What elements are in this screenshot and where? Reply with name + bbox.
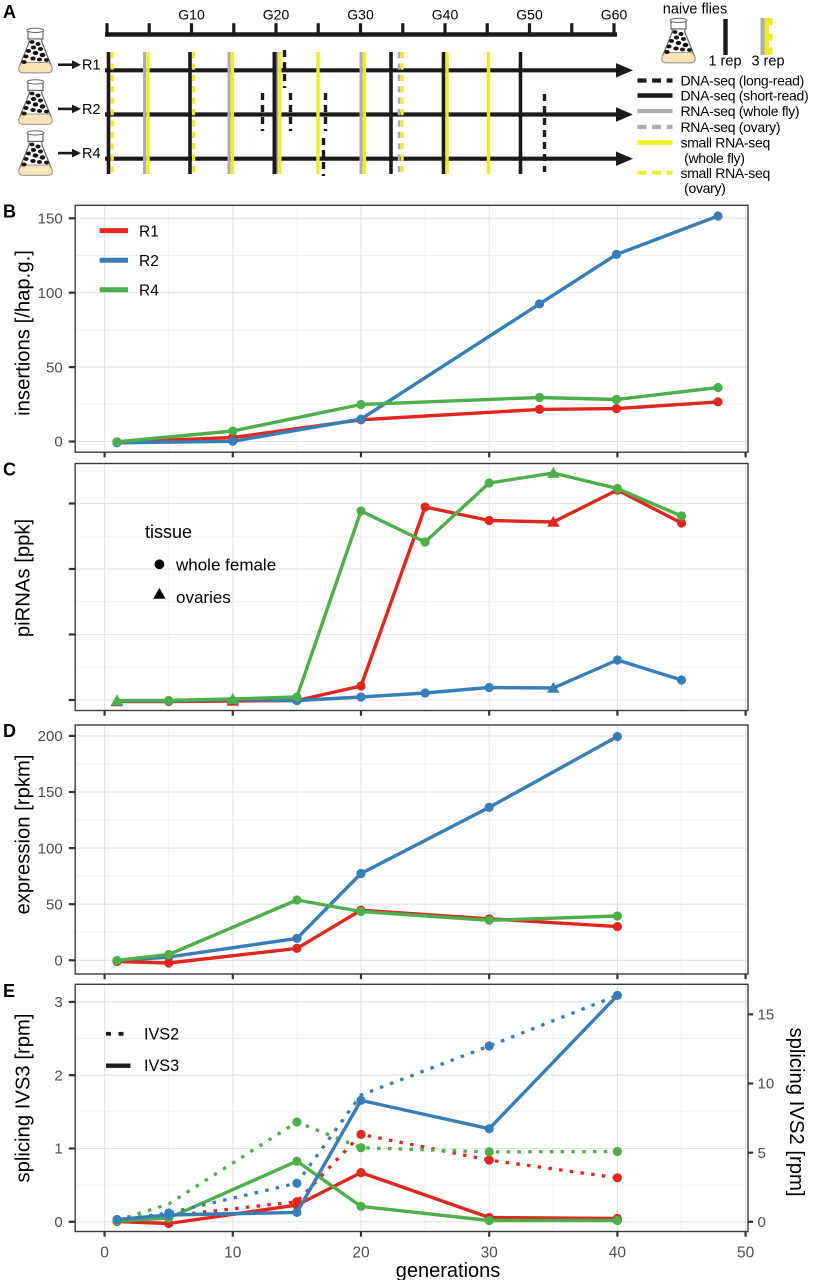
svg-text:50: 50 xyxy=(46,359,63,376)
svg-text:R1: R1 xyxy=(139,223,159,240)
svg-text:G40: G40 xyxy=(432,7,459,23)
svg-text:A: A xyxy=(3,2,16,22)
svg-text:20: 20 xyxy=(352,1245,370,1262)
svg-text:small RNA-seq: small RNA-seq xyxy=(681,135,770,151)
svg-text:ovaries: ovaries xyxy=(176,588,231,607)
svg-text:(ovary): (ovary) xyxy=(681,180,726,196)
svg-text:RNA-seq (whole fly): RNA-seq (whole fly) xyxy=(681,103,800,119)
svg-text:100: 100 xyxy=(38,285,63,302)
svg-text:200: 200 xyxy=(38,728,63,745)
svg-text:10: 10 xyxy=(758,1076,775,1093)
svg-text:IVS2: IVS2 xyxy=(144,1026,179,1044)
svg-text:50: 50 xyxy=(737,1245,755,1262)
svg-text:IVS3: IVS3 xyxy=(144,1057,179,1075)
svg-text:R2: R2 xyxy=(82,102,101,118)
svg-text:150: 150 xyxy=(38,211,63,228)
svg-text:G20: G20 xyxy=(263,7,290,23)
svg-text:10: 10 xyxy=(224,1245,242,1262)
svg-text:1: 1 xyxy=(54,1141,62,1158)
svg-text:naive flies: naive flies xyxy=(663,2,727,18)
svg-text:1 rep: 1 rep xyxy=(708,54,741,70)
svg-text:splicing IVS2 [rpm]: splicing IVS2 [rpm] xyxy=(785,1027,807,1196)
svg-text:3: 3 xyxy=(54,994,62,1011)
svg-text:R1: R1 xyxy=(82,58,101,74)
svg-text:D: D xyxy=(3,721,16,741)
svg-text:DNA-seq (short-read): DNA-seq (short-read) xyxy=(681,88,809,104)
svg-text:whole female: whole female xyxy=(175,556,276,575)
svg-text:0: 0 xyxy=(54,953,62,970)
svg-text:piRNAs [ppk]: piRNAs [ppk] xyxy=(13,519,35,637)
svg-text:150: 150 xyxy=(38,784,63,801)
svg-text:RNA-seq (ovary): RNA-seq (ovary) xyxy=(681,119,781,135)
svg-text:small RNA-seq: small RNA-seq xyxy=(681,165,770,181)
svg-text:splicing IVS3 [rpm]: splicing IVS3 [rpm] xyxy=(13,1013,35,1182)
svg-text:C: C xyxy=(3,460,16,480)
svg-text:0: 0 xyxy=(54,1214,62,1231)
svg-text:tissue: tissue xyxy=(145,522,192,542)
svg-text:40: 40 xyxy=(609,1245,627,1262)
svg-text:G50: G50 xyxy=(516,7,543,23)
svg-text:(whole fly): (whole fly) xyxy=(681,150,745,166)
svg-text:insertions [/hap.g.]: insertions [/hap.g.] xyxy=(13,250,35,416)
svg-text:0: 0 xyxy=(758,1214,766,1231)
svg-text:50: 50 xyxy=(46,896,63,913)
svg-text:G30: G30 xyxy=(347,7,374,23)
svg-text:R2: R2 xyxy=(139,253,159,270)
svg-text:R4: R4 xyxy=(139,283,159,300)
svg-text:5: 5 xyxy=(758,1145,766,1162)
svg-text:B: B xyxy=(3,202,16,222)
svg-text:2: 2 xyxy=(54,1067,62,1084)
svg-text:15: 15 xyxy=(758,1007,775,1024)
svg-text:R4: R4 xyxy=(82,146,101,162)
svg-text:DNA-seq (long-read): DNA-seq (long-read) xyxy=(681,73,804,89)
svg-text:0: 0 xyxy=(54,434,62,451)
svg-text:E: E xyxy=(3,981,15,1001)
svg-text:G10: G10 xyxy=(178,7,205,23)
svg-text:generations: generations xyxy=(396,1260,501,1280)
svg-text:expression [rpkm]: expression [rpkm] xyxy=(13,754,35,914)
svg-text:G60: G60 xyxy=(601,7,628,23)
svg-text:30: 30 xyxy=(481,1245,499,1262)
svg-text:3 rep: 3 rep xyxy=(751,54,784,70)
svg-text:100: 100 xyxy=(38,840,63,857)
svg-text:0: 0 xyxy=(100,1245,109,1262)
